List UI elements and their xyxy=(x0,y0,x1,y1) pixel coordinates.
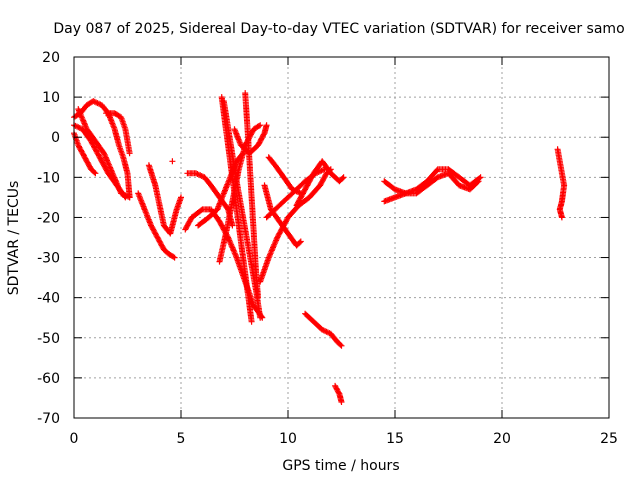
x-tick-label: 25 xyxy=(600,431,618,447)
series-arc7 xyxy=(145,162,184,237)
plot-frame xyxy=(73,56,610,419)
series-arc20 xyxy=(265,154,304,197)
series-arc18 xyxy=(257,166,334,285)
x-tick-label: 10 xyxy=(279,431,297,447)
marker-path-arc18 xyxy=(257,166,334,285)
axis-ticks: 0 5 10 15 20 25 -70 -60 -50 -40 -30 -20 -10 0 10 20 xyxy=(37,50,618,447)
marker-path-arc24 xyxy=(381,166,484,205)
marker-path-arc8 xyxy=(169,158,176,165)
series-arc5 xyxy=(103,110,133,157)
y-tick-label: -20 xyxy=(37,210,60,226)
series-arc6 xyxy=(135,190,178,261)
marker-path-arc6 xyxy=(135,190,178,261)
y-tick-label: 20 xyxy=(42,50,60,66)
y-tick-label: -60 xyxy=(37,371,60,387)
marker-path-arc26 xyxy=(554,146,568,221)
y-tick-label: -10 xyxy=(37,170,60,186)
series-arc25 xyxy=(381,170,482,197)
marker-path-arc20 xyxy=(265,154,304,197)
marker-path-arc22 xyxy=(302,310,345,349)
x-axis-label: GPS time / hours xyxy=(282,458,399,474)
marker-path-arc25 xyxy=(381,170,482,197)
y-tick-label: 0 xyxy=(51,130,60,146)
y-tick-label: -50 xyxy=(37,331,60,347)
marker-path-arc16 xyxy=(231,122,270,157)
marker-path-arc4 xyxy=(75,106,133,201)
x-tick-label: 20 xyxy=(493,431,511,447)
y-tick-label: 10 xyxy=(42,90,60,106)
marker-path-arc23 xyxy=(332,382,345,405)
marker-path-arc5 xyxy=(103,110,133,157)
chart-title: Day 087 of 2025, Sidereal Day-to-day VTE… xyxy=(53,21,624,37)
y-tick-label: -70 xyxy=(37,411,60,427)
data-points xyxy=(71,90,568,405)
marker-path-arc21 xyxy=(293,158,347,209)
grid-lines xyxy=(74,57,609,418)
series-arc22 xyxy=(302,310,345,349)
x-tick-label: 0 xyxy=(70,431,79,447)
series-arc8 xyxy=(169,158,176,165)
y-axis-label: SDTVAR / TECUs xyxy=(6,181,22,296)
series-arc4 xyxy=(75,106,133,201)
series-arc26 xyxy=(554,146,568,221)
series-arc23 xyxy=(332,382,345,405)
x-tick-label: 15 xyxy=(386,431,404,447)
series-arc21 xyxy=(293,158,347,209)
x-tick-label: 5 xyxy=(177,431,186,447)
series-arc24 xyxy=(381,166,484,205)
y-tick-label: -30 xyxy=(37,251,60,267)
y-tick-label: -40 xyxy=(37,291,60,307)
marker-path-arc7 xyxy=(145,162,184,237)
series-arc16 xyxy=(231,122,270,157)
